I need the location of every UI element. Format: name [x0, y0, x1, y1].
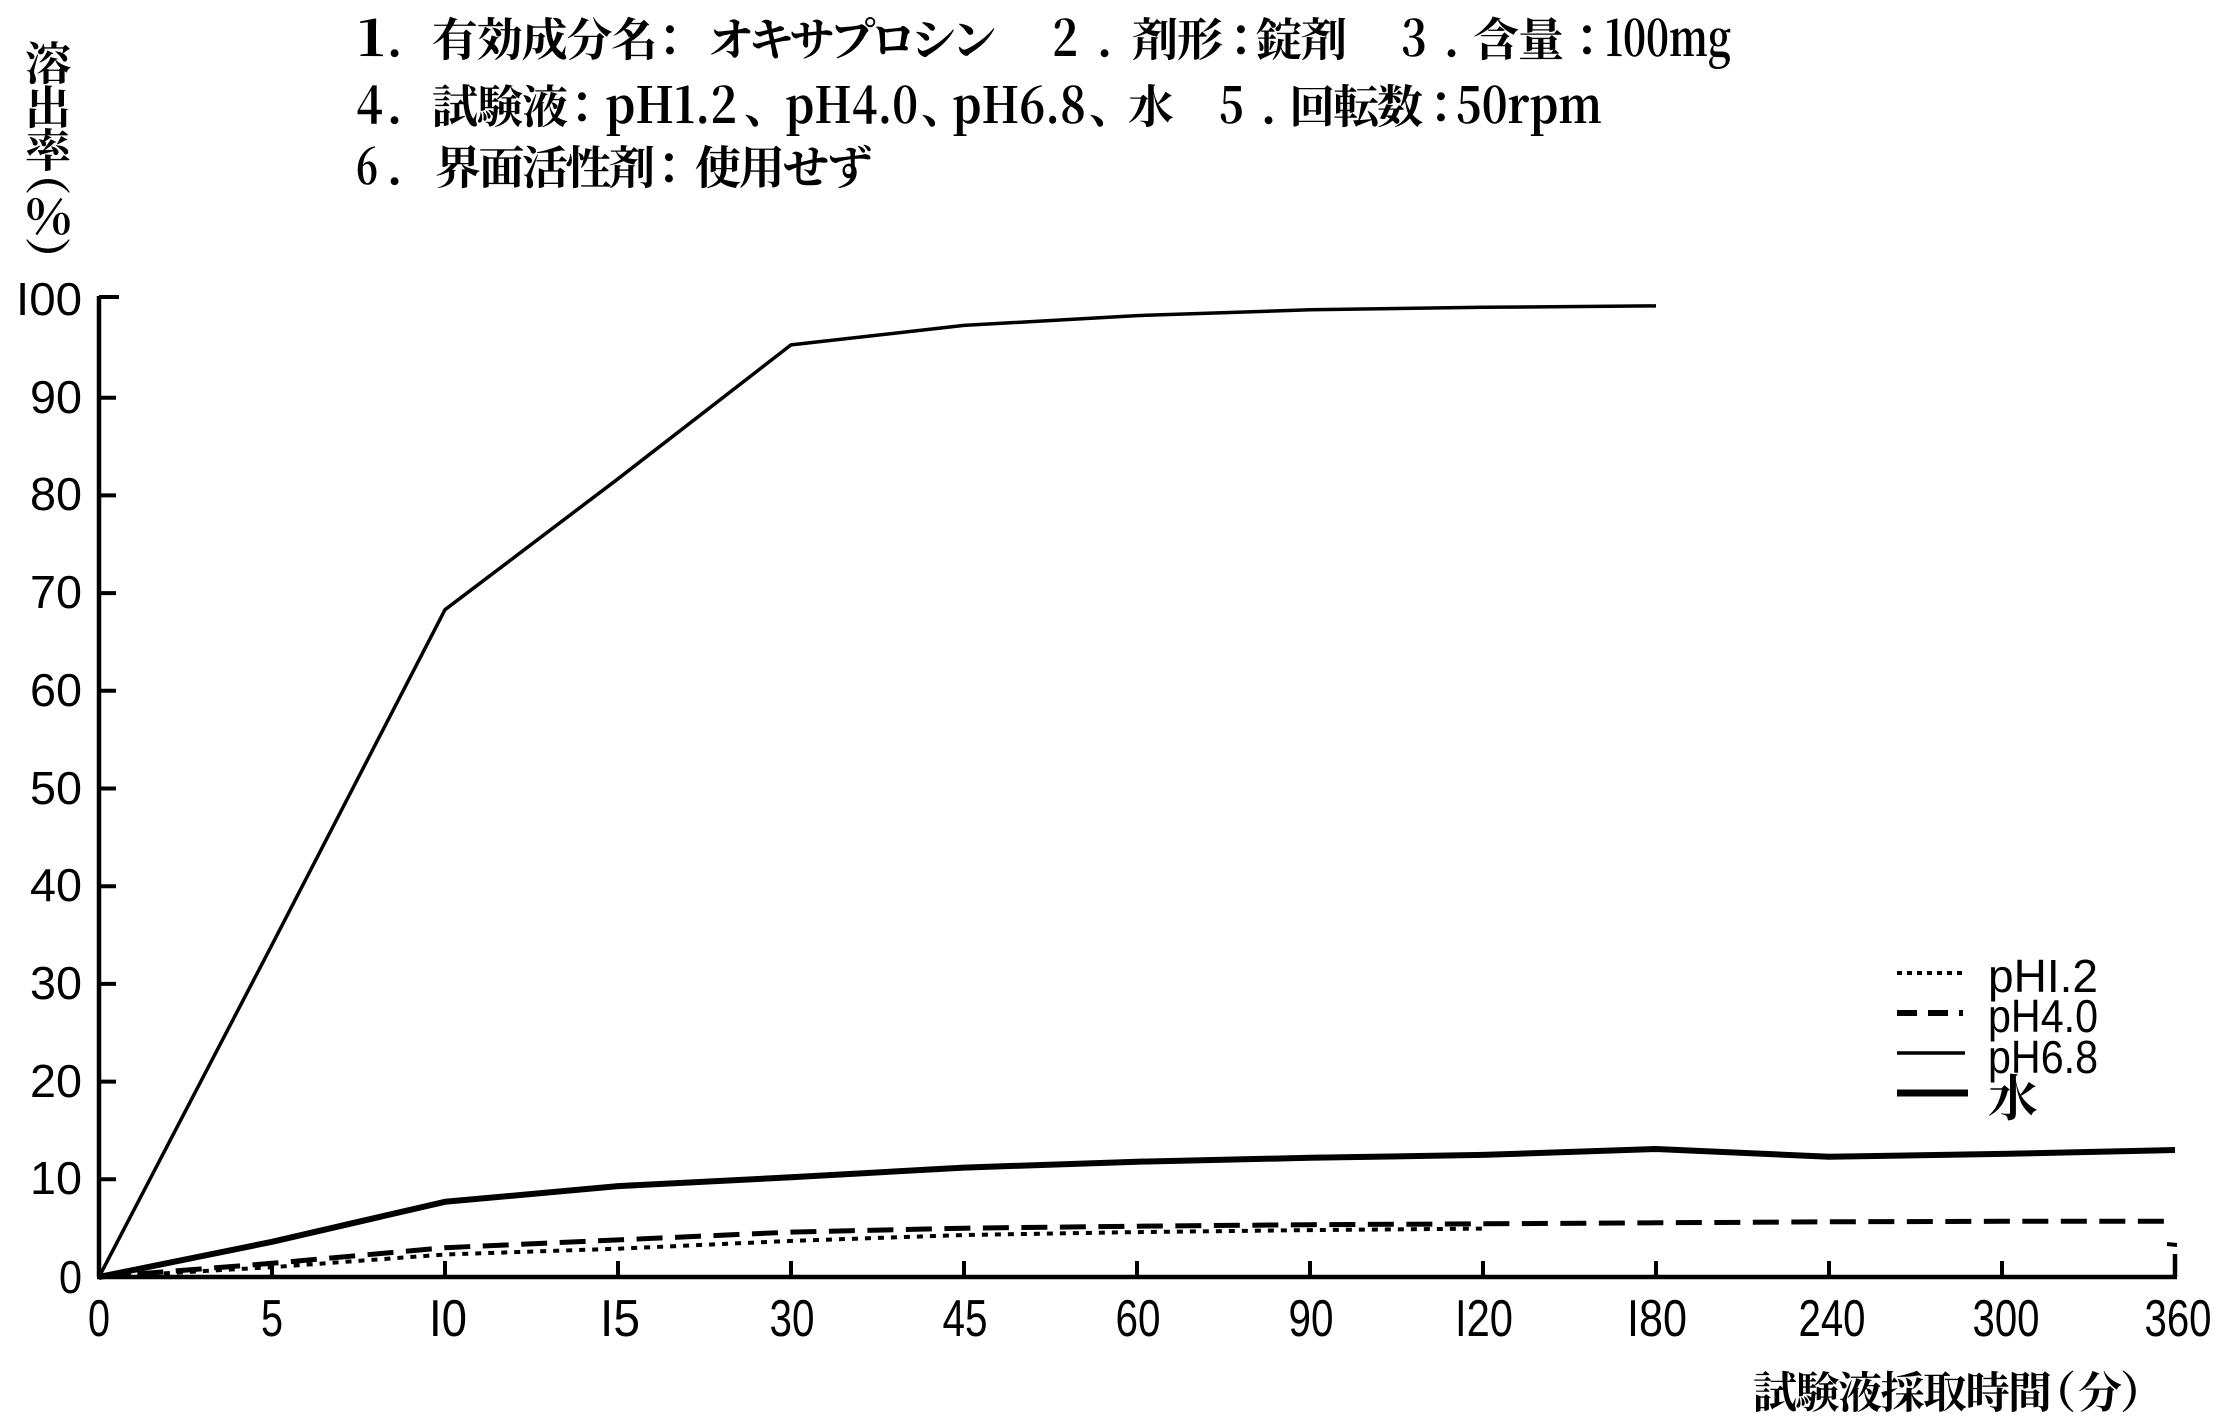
svg-text:10: 10 [30, 1152, 82, 1204]
svg-text:30: 30 [770, 1290, 815, 1348]
svg-text:pH6.8: pH6.8 [1988, 1031, 2098, 1083]
svg-text:45: 45 [943, 1290, 988, 1348]
svg-text:20: 20 [30, 1055, 82, 1107]
svg-text:0: 0 [88, 1290, 110, 1348]
svg-text:90: 90 [30, 371, 82, 423]
svg-text:5: 5 [261, 1290, 283, 1348]
svg-text:70: 70 [30, 566, 82, 618]
svg-text:I0: I0 [429, 1290, 467, 1348]
svg-text:pH4.0: pH4.0 [1988, 990, 2098, 1042]
svg-text:60: 60 [30, 664, 82, 716]
svg-text:40: 40 [30, 859, 82, 911]
svg-text:240: 240 [1799, 1290, 1866, 1348]
svg-text:pHI.2: pHI.2 [1988, 950, 2098, 1002]
svg-text:I00: I00 [16, 273, 82, 325]
svg-text:300: 300 [1973, 1290, 2040, 1348]
svg-text:30: 30 [30, 957, 82, 1009]
svg-text:50: 50 [30, 762, 82, 814]
svg-text:I80: I80 [1627, 1290, 1687, 1348]
svg-text:0: 0 [59, 1251, 82, 1303]
svg-text:360: 360 [2145, 1290, 2212, 1348]
svg-text:I20: I20 [1455, 1290, 1513, 1348]
svg-text:60: 60 [1116, 1290, 1161, 1348]
svg-text:I5: I5 [600, 1290, 640, 1348]
svg-text:80: 80 [30, 468, 82, 520]
svg-text:90: 90 [1289, 1290, 1334, 1348]
